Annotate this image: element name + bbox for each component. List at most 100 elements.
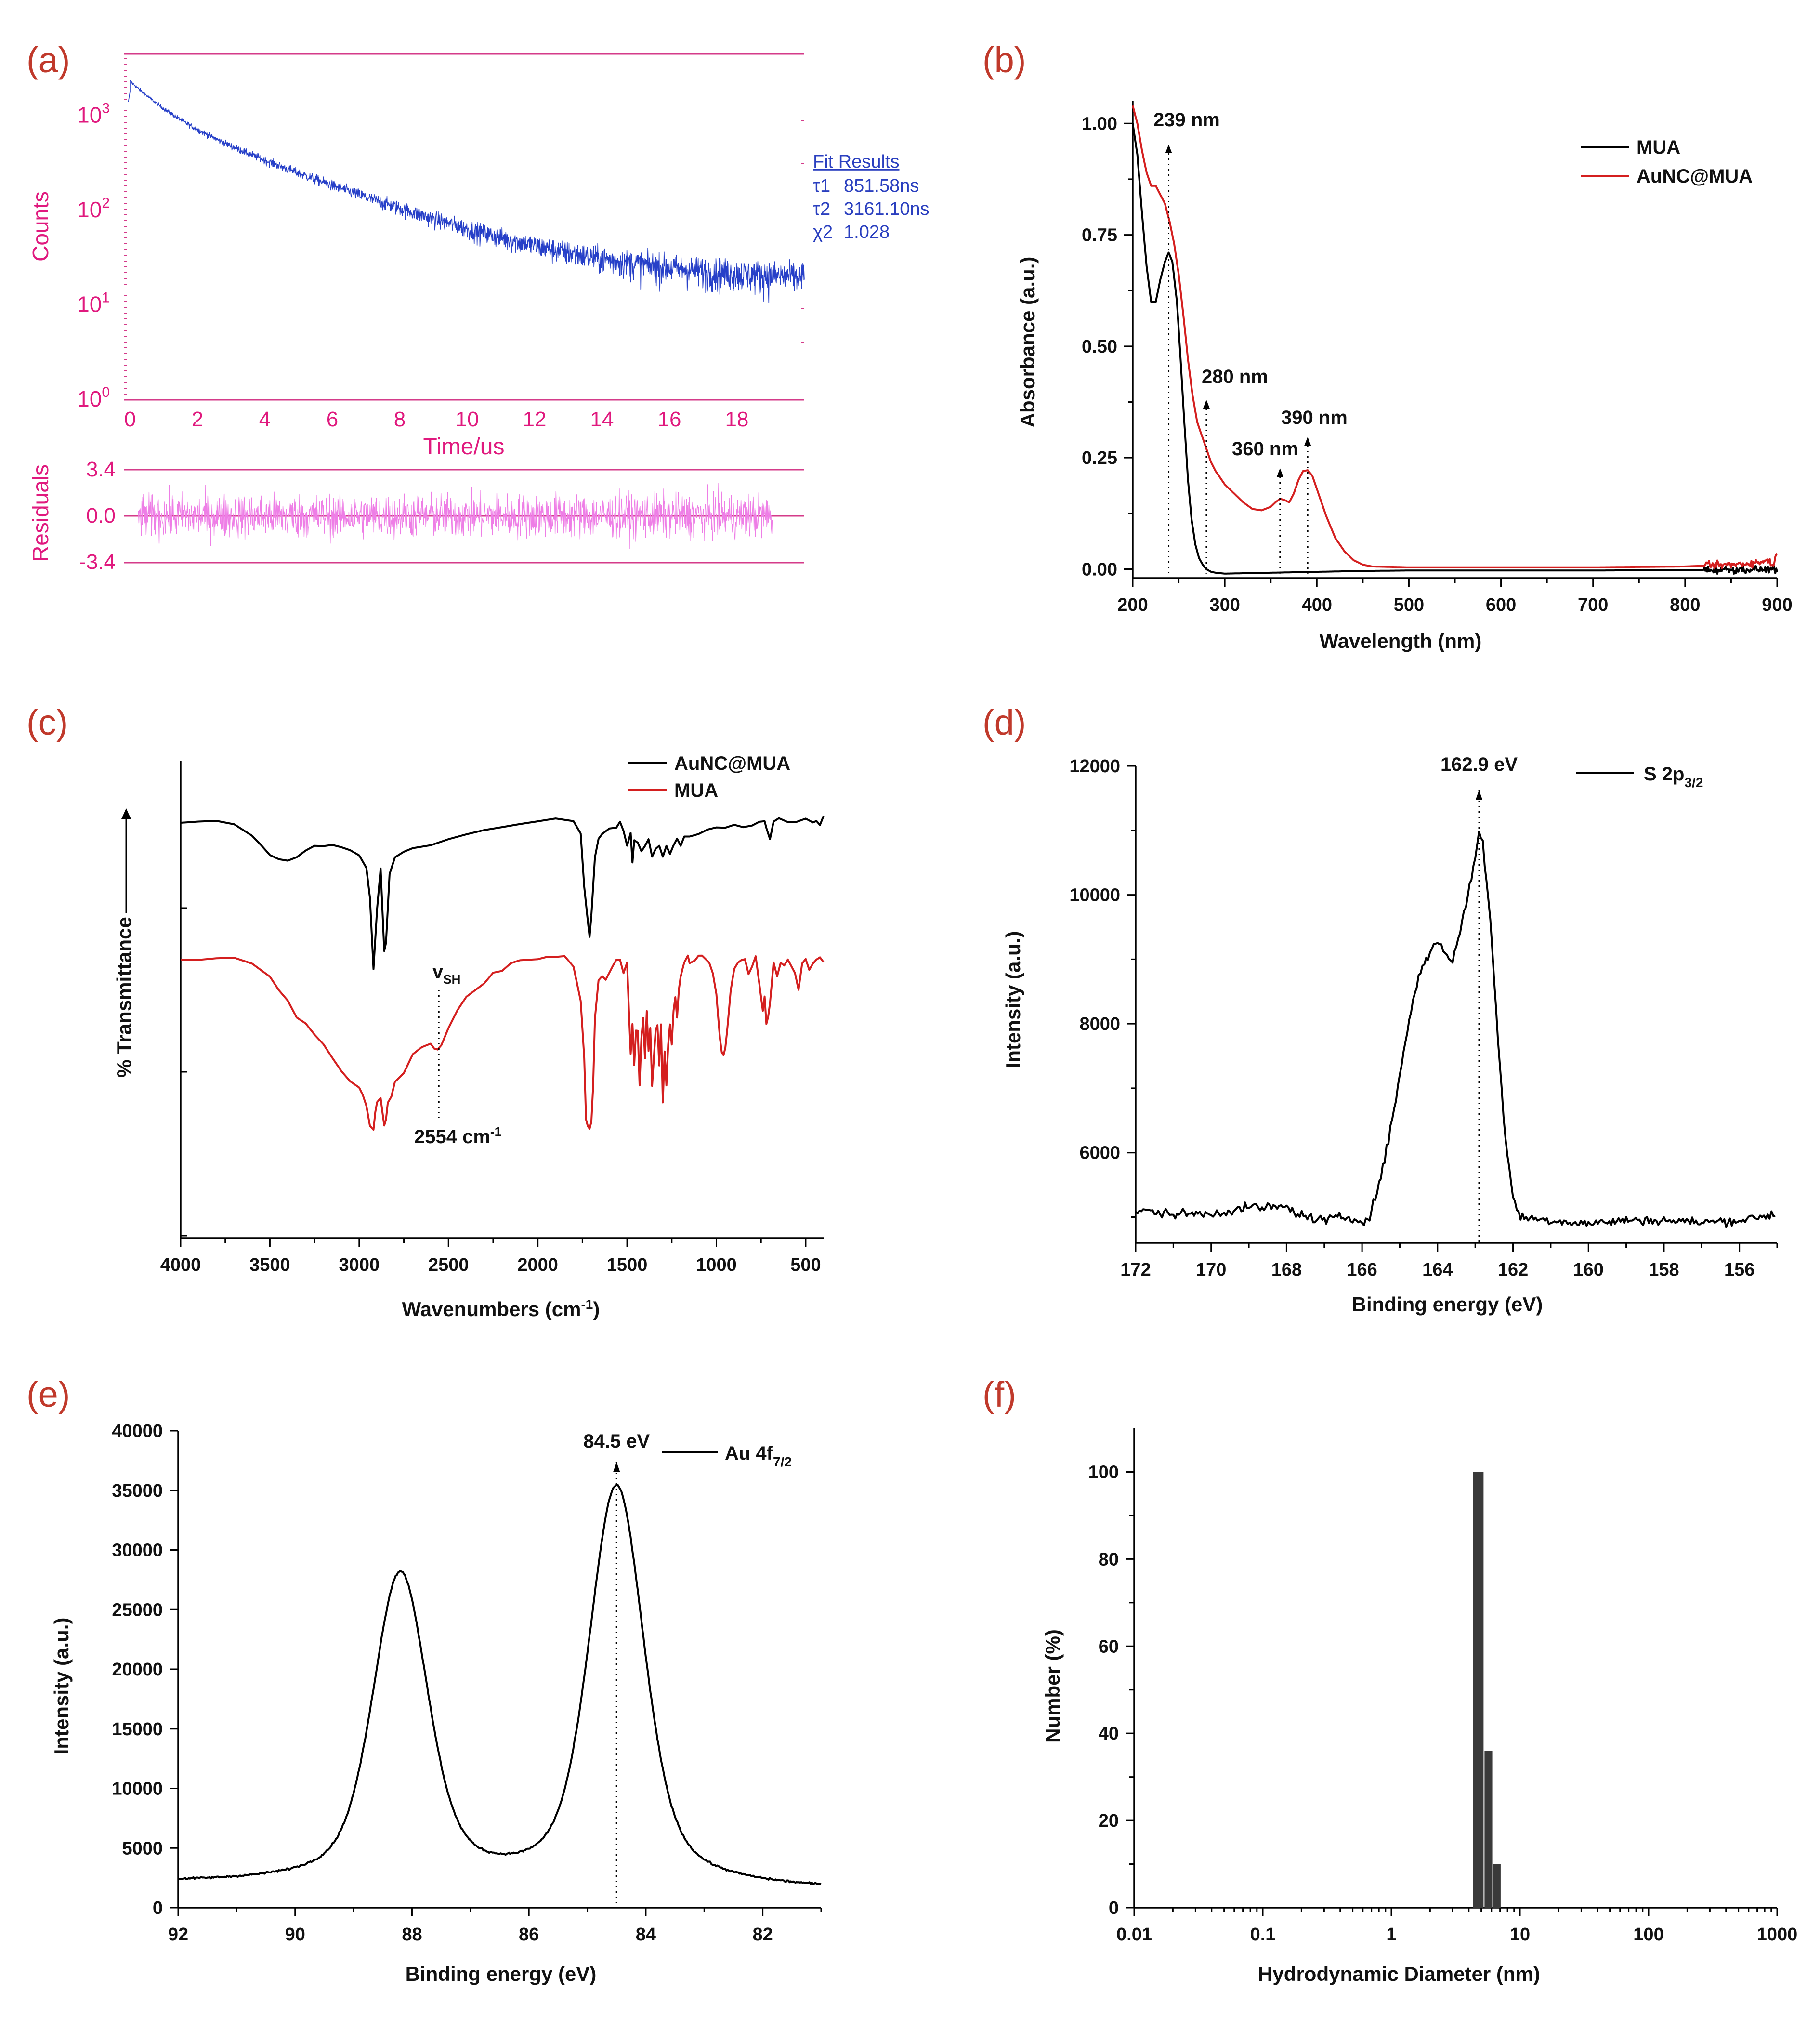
fit-chi2-value: 1.028 — [844, 222, 890, 242]
panel-b-annotations: 239 nm 280 nm 360 nm 390 nm — [1153, 109, 1348, 574]
fit-chi2-key: χ2 — [813, 222, 833, 242]
legend-label-au4f: Au 4f7/2 — [725, 1443, 792, 1469]
legend-label-aunc-mua-c: AuNC@MUA — [674, 753, 790, 774]
b-x-tick-label-600: 600 — [1486, 595, 1516, 615]
panel-c-x-axis-title-tail: ) — [593, 1298, 600, 1320]
b-y-tick-label-0.75: 0.75 — [1082, 225, 1117, 246]
b-anno-label-239: 239 nm — [1153, 109, 1220, 131]
panel-a: (a) 0 2 4 6 8 10 12 14 16 181001011021033.40.0-3.… — [26, 40, 930, 574]
b-y-tick-label-0.00: 0.00 — [1082, 559, 1117, 580]
f-x-tick-label-10: 10 — [1510, 1925, 1530, 1945]
f-x-tick-label-0.1: 0.1 — [1250, 1925, 1276, 1945]
a-y-tick-base: 10 — [77, 291, 102, 316]
legend-label-mua: MUA — [1637, 137, 1680, 158]
panel-a-counts-label: Counts — [28, 191, 53, 262]
panel-f-bars — [1473, 1472, 1501, 1908]
panel-d-annotations: 162.9 eV — [1440, 754, 1518, 1243]
panel-e-legend: Au 4f7/2 — [662, 1443, 792, 1469]
panel-c-annotations: vSH 2554 cm-1 — [414, 961, 501, 1147]
b-anno-label-390: 390 nm — [1281, 407, 1348, 428]
vsh-label-sub: SH — [443, 972, 460, 987]
a-y-tick-label-1e0: 100 — [77, 384, 110, 411]
fit-results-title: Fit Results — [813, 152, 899, 172]
legend-label-au4f-sub: 7/2 — [773, 1454, 792, 1469]
panel-d-series — [1135, 831, 1776, 1228]
e-y-tick-label-40000: 40000 — [112, 1421, 163, 1441]
panel-f-y-axis-title: Number (%) — [1041, 1629, 1064, 1743]
fit-tau1-key: τ1 — [813, 176, 830, 196]
e-y-tick-label-10000: 10000 — [112, 1779, 163, 1799]
b-x-tick-label-700: 700 — [1578, 595, 1608, 615]
b-x-tick-label-300: 300 — [1209, 595, 1240, 615]
panel-e-series — [178, 1484, 822, 1885]
e-x-tick-label-84: 84 — [636, 1925, 656, 1945]
panel-c-series — [180, 816, 825, 1131]
d-x-tick-label-168: 168 — [1271, 1260, 1302, 1280]
b-anno-label-360: 360 nm — [1232, 438, 1298, 460]
panel-e-axes: 92 90 88 86 84 82 0 5000 10000 15000 20000 25000 300… — [112, 1421, 822, 1945]
a-x-tick-label-10: 10 — [456, 408, 479, 431]
panel-b-legend: MUA AuNC@MUA — [1581, 137, 1753, 187]
b-x-tick-label-800: 800 — [1670, 595, 1700, 615]
d-x-tick-label-170: 170 — [1196, 1260, 1226, 1280]
b-x-tick-label-200: 200 — [1117, 595, 1148, 615]
panel-e-x-axis-title: Binding energy (eV) — [406, 1963, 597, 1985]
panel-f: (f) 0.01 0.1 1 10 100 1000 0 20 40 60 80 100 Hydrod… — [982, 1374, 1797, 1985]
panel-e-label: (e) — [26, 1374, 70, 1414]
panel-a-decay-curve — [128, 80, 805, 303]
panel-f-x-axis-title: Hydrodynamic Diameter (nm) — [1258, 1963, 1540, 1985]
b-series-aunc-mua — [1132, 105, 1778, 570]
d-anno-arrow — [1476, 790, 1483, 800]
panel-b-x-axis-title: Wavelength (nm) — [1320, 630, 1482, 652]
f-y-tick-label-80: 80 — [1099, 1549, 1119, 1569]
a-x-tick-label-14: 14 — [590, 408, 614, 431]
a-y-tick-label-1e1: 101 — [77, 290, 110, 316]
b-y-tick-label-1.00: 1.00 — [1082, 114, 1117, 134]
f-x-tick-label-1: 1 — [1386, 1925, 1396, 1945]
d-x-tick-label-172: 172 — [1120, 1260, 1151, 1280]
c-x-tick-label-2000: 2000 — [517, 1255, 558, 1275]
c-series-mua — [180, 954, 825, 1131]
d-y-tick-label-12000: 12000 — [1069, 756, 1120, 777]
panel-c-y-arrow — [121, 808, 131, 913]
d-x-tick-label-158: 158 — [1649, 1260, 1679, 1280]
a-res-tick-label--3.4: -3.4 — [79, 550, 116, 574]
panel-d-legend: S 2p3/2 — [1576, 764, 1703, 790]
transmittance-arrow-head — [121, 808, 131, 819]
e-y-tick-label-5000: 5000 — [122, 1838, 163, 1859]
a-x-tick-label-6: 6 — [327, 408, 338, 431]
b-x-tick-label-900: 900 — [1762, 595, 1792, 615]
f-bar-1 — [1484, 1751, 1493, 1908]
a-y-tick-base: 10 — [77, 102, 102, 127]
peak-2554-label: 2554 cm-1 — [414, 1124, 501, 1147]
d-x-tick-label-166: 166 — [1347, 1260, 1377, 1280]
panel-b: (b) 200 300 400 500 600 700 800 900 0.00 0.25 0.50… — [982, 40, 1793, 652]
e-x-tick-label-92: 92 — [168, 1925, 188, 1945]
f-y-tick-label-60: 60 — [1099, 1636, 1119, 1657]
panel-c-x-axis-title-main: Wavenumbers (cm — [402, 1298, 581, 1320]
d-series-s2p — [1135, 831, 1776, 1228]
panel-c-y-axis-title: % Transmittance — [113, 917, 135, 1078]
legend-label-s2p-main: S 2p — [1644, 764, 1684, 785]
f-y-tick-label-20: 20 — [1099, 1811, 1119, 1831]
a-x-tick-label-0: 0 — [124, 408, 136, 431]
panel-a-residuals-label: Residuals — [28, 464, 53, 562]
legend-label-aunc-mua: AuNC@MUA — [1637, 166, 1753, 187]
f-y-tick-label-100: 100 — [1088, 1462, 1119, 1482]
a-y-tick-label-1e2: 102 — [77, 195, 110, 222]
fit-tau2-key: τ2 — [813, 199, 830, 219]
a-y-tick-exp: 1 — [102, 290, 110, 305]
e-x-tick-label-88: 88 — [402, 1925, 422, 1945]
panel-e: (e) 92 90 88 86 84 82 0 5000 10000 15000 20000 2500… — [26, 1374, 822, 1985]
c-x-tick-label-4000: 4000 — [160, 1255, 201, 1275]
a-x-tick-label-18: 18 — [725, 408, 749, 431]
e-series-au4f — [178, 1484, 822, 1885]
f-bar-0 — [1473, 1472, 1484, 1908]
d-y-tick-label-6000: 6000 — [1079, 1143, 1120, 1163]
panel-a-x-axis-title: Time/us — [423, 434, 505, 460]
a-residual-trace — [138, 483, 773, 550]
d-x-tick-label-162: 162 — [1498, 1260, 1528, 1280]
a-y-tick-exp: 2 — [102, 195, 110, 211]
peak-2554-label-sup: -1 — [490, 1124, 501, 1139]
